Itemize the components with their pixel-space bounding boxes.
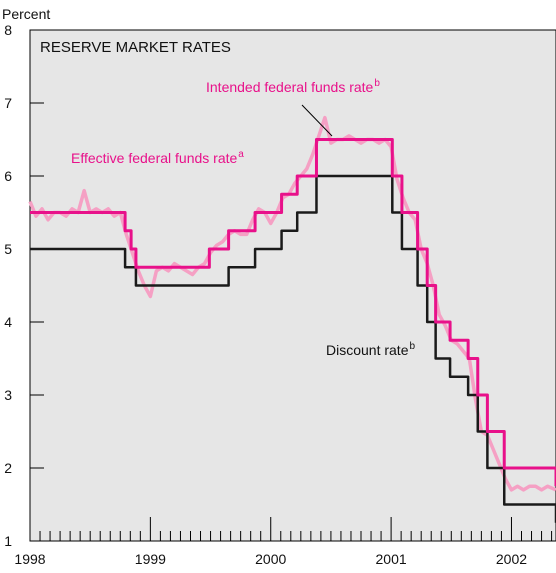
y-tick-label: 8	[4, 22, 12, 38]
y-tick-label: 4	[4, 314, 12, 330]
y-axis-ticks: 1 2 3 4 5 6 7 8	[4, 22, 44, 549]
intended-rate-label: Intended federal funds rateb	[206, 78, 380, 95]
effective-rate-line	[28, 115, 556, 492]
discount-rate-label-text: Discount rate	[326, 342, 409, 358]
y-tick-label: 5	[4, 241, 12, 257]
intended-rate-line	[30, 138, 556, 487]
x-tick-label: 2001	[376, 551, 407, 567]
y-tick-label: 2	[4, 460, 12, 476]
discount-rate-label: Discount rateb	[326, 341, 415, 358]
plot-area	[29, 29, 556, 542]
x-tick-label: 2002	[496, 551, 527, 567]
y-tick-label: 3	[4, 387, 12, 403]
y-tick-label: 7	[4, 95, 12, 111]
y-tick-label: 1	[4, 533, 12, 549]
effective-rate-label-superscript: a	[238, 149, 244, 160]
series-layer	[28, 115, 556, 523]
effective-rate-label: Effective federal funds ratea	[71, 149, 244, 166]
intended-rate-label-text: Intended federal funds rate	[206, 79, 374, 95]
discount-rate-label-superscript: b	[409, 341, 415, 352]
chart-title: RESERVE MARKET RATES	[40, 39, 231, 56]
effective-rate-label-text: Effective federal funds rate	[71, 150, 237, 166]
intended-rate-leader-line	[301, 104, 333, 137]
x-tick-label: 2000	[255, 551, 286, 567]
intended-rate-label-superscript: b	[374, 78, 380, 89]
y-tick-label: 6	[4, 168, 12, 184]
y-axis-label: Percent	[2, 6, 50, 22]
discount-rate-line	[30, 174, 556, 523]
x-axis-ticks: 1998 1999 2000 2001 2002	[14, 517, 553, 567]
title-box	[31, 31, 281, 61]
x-tick-label: 1999	[135, 551, 166, 567]
x-tick-label: 1998	[14, 551, 45, 567]
